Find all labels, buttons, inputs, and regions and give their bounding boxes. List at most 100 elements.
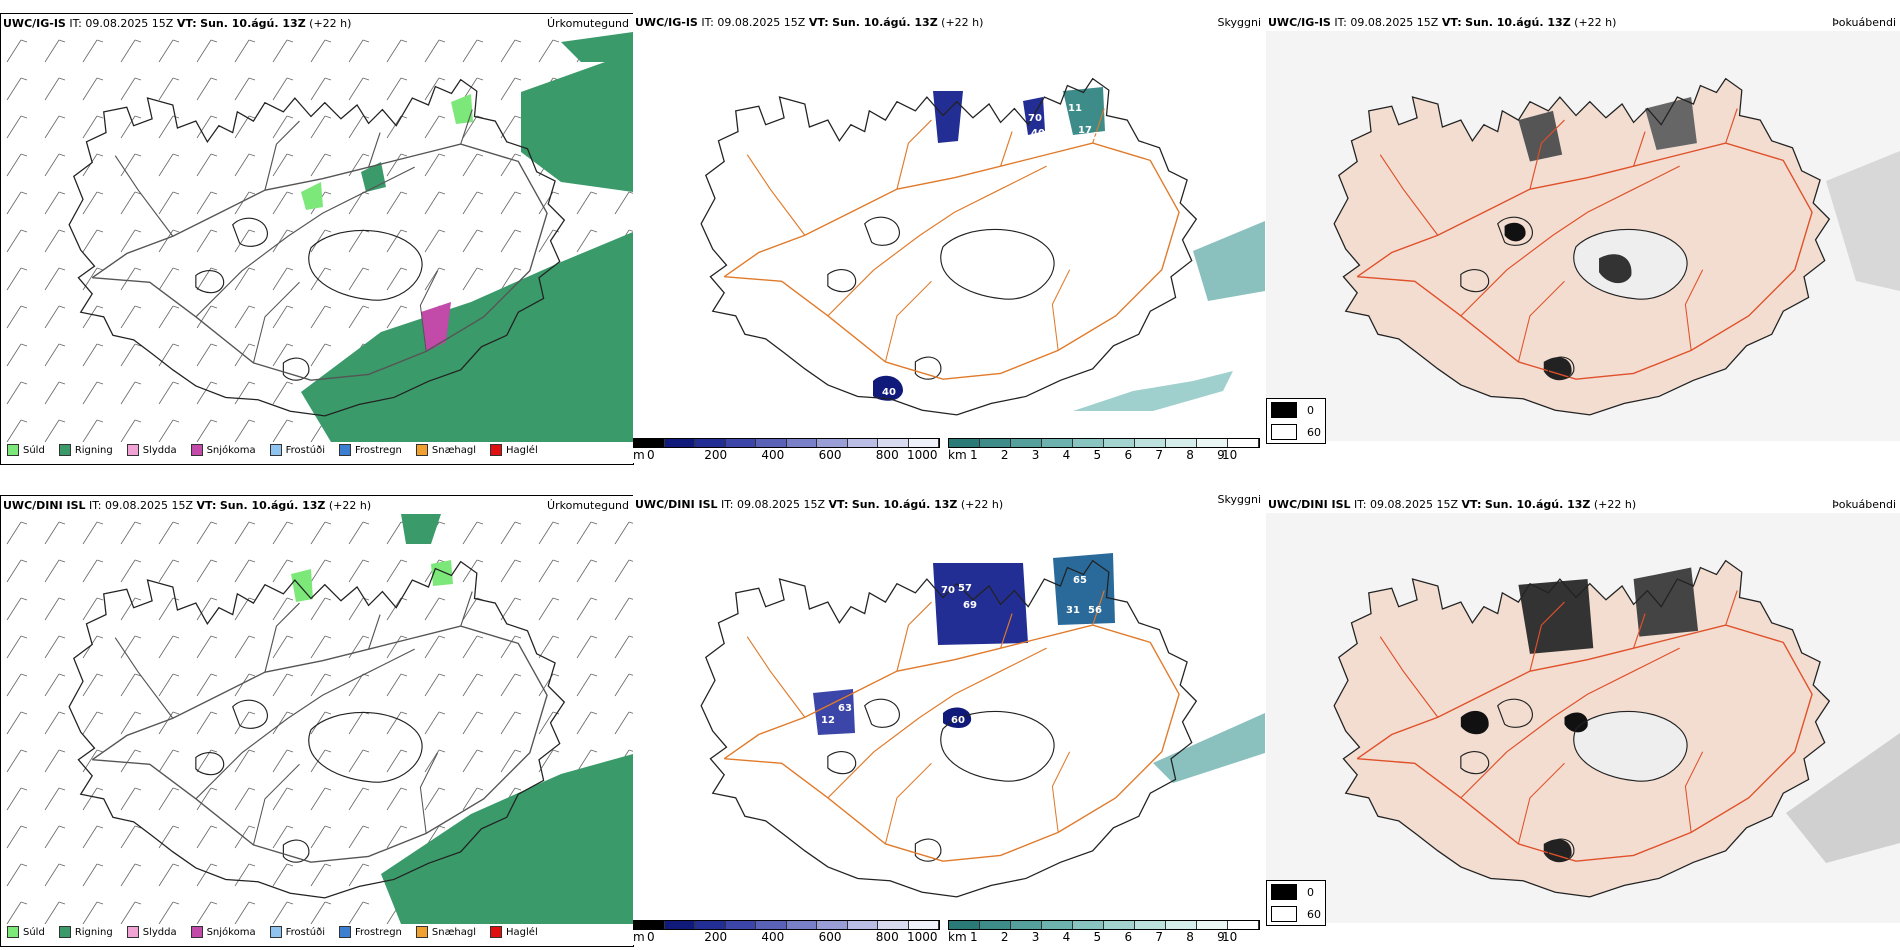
precip-type-panel-top: UWC/IG-IS IT: 09.08.2025 15Z VT: Sun. 10… [0,13,634,465]
legend-item: Frostúði [269,926,325,938]
legend-item: Snæhagl [415,444,476,456]
colorbar-unit: m [633,930,645,944]
fog-scale-legend: 0 60 [1266,398,1326,444]
legend-swatch [269,444,282,456]
colorbar-segment [1135,439,1166,447]
fog-scale-swatch [1271,884,1297,900]
colorbar-tick: 1 [970,930,978,944]
ceiling-panel-top: UWC/IG-IS IT: 09.08.2025 15Z VT: Sun. 10… [633,13,1265,463]
colorbar-tick: 0 [647,930,655,944]
fog-scale-row: 60 [1267,421,1325,443]
colorbar-segment [1166,921,1197,929]
fog-map [1266,31,1900,441]
colorbar-tick: 1000 [907,448,938,462]
colorbar-segment [664,439,695,447]
colorbar-segment [695,439,726,447]
colorbar-unit: km [948,448,967,462]
panel-title: UWC/DINI ISL IT: 09.08.2025 15Z VT: Sun.… [1268,498,1637,511]
legend-label: Haglél [506,444,538,456]
visibility-colorbar: km 1 2 3 4 5 6 7 8 9 10 [948,920,1265,945]
ceiling-value-label: 63 [838,703,852,714]
legend-swatch [190,926,203,938]
legend-item: Rigning [58,926,113,938]
colorbar-segment [1135,921,1166,929]
precip-map [1,514,633,924]
fog-scale-legend: 0 60 [1266,880,1326,926]
colorbar-segment [786,921,817,929]
colorbar-segment [725,921,756,929]
ceiling-value-label: 40 [882,387,896,398]
ceiling-value-label: 17 [1078,125,1092,136]
fog-scale-row: 60 [1267,903,1325,925]
colorbar-tick: 10 [1222,448,1238,462]
precip-legend: Súld Rigning Slydda Snjókoma Frostúði Frostre… [1,444,538,456]
legend-item: Snjókoma [190,444,256,456]
colorbar-segment [1228,439,1259,447]
fog-scale-label: 0 [1307,885,1314,899]
legend-label: Snæhagl [431,926,477,938]
colorbar-segment [847,439,878,447]
ceiling-value-label: 40 [1031,128,1045,139]
colorbar-tick: 600 [818,448,842,462]
legend-swatch [126,444,139,456]
legend-swatch [490,444,503,456]
colorbar-tick: 2 [1000,930,1009,944]
cloud-panel-label: Skyggni [1217,495,1261,506]
colorbar-tick: 7 [1155,930,1163,944]
legend-swatch [339,444,351,456]
legend-swatch [490,926,503,938]
fog-scale-row: 0 [1267,399,1325,421]
ceiling-value-label: 60 [951,715,965,726]
ceiling-panel-bottom: UWC/DINI ISL IT: 09.08.2025 15Z VT: Sun.… [633,495,1265,945]
colorbar-tick: 5 [1093,448,1102,462]
colorbar-segment [1197,921,1228,929]
legend-label: Haglél [506,926,538,938]
fog-scale-swatch [1271,906,1297,922]
colorbar-segment [980,439,1011,447]
legend-swatch [7,444,19,456]
legend-label: Frostregn [355,444,402,456]
colorbar-segment [878,921,909,929]
ceiling-map: 11 70 40 17 22 40 [633,31,1265,441]
colorbar-segment [817,921,848,929]
colorbar-segment [1197,439,1228,447]
ceiling-value-label: 65 [1073,575,1087,586]
panel-title: UWC/IG-IS IT: 09.08.2025 15Z VT: Sun. 10… [3,17,352,30]
legend-item: Snjókoma [190,926,256,938]
colorbar-segment [949,921,980,929]
legend-swatch [126,926,139,938]
colorbar-tick: 6 [1124,930,1133,944]
colorbar-segment [1228,921,1259,929]
panel-title: UWC/IG-IS IT: 09.08.2025 15Z VT: Sun. 10… [1268,16,1617,29]
colorbar-segment [1042,921,1073,929]
colorbar-segment [1104,439,1135,447]
ceiling-colorbar: m 0 200 400 600 800 1000 [633,920,953,945]
ceiling-value-label: 22 [1093,131,1107,142]
legend-swatch [339,926,351,938]
legend-label: Súld [23,444,45,456]
legend-item: Haglél [490,444,538,456]
ceiling-value-label: 70 [941,585,955,596]
colorbar-segment [664,921,695,929]
ceiling-value-label: 12 [821,715,835,726]
colorbar-segment [878,439,909,447]
colorbar-segment [634,921,665,929]
colorbar-segment [756,439,787,447]
precip-panel-label: Úrkomutegund [547,499,629,512]
legend-label: Súld [23,926,45,938]
fog-map [1266,513,1900,923]
colorbar-tick: 6 [1124,448,1133,462]
fog-scale-label: 60 [1307,425,1321,439]
visibility-colorbar: km 1 2 3 4 5 6 7 8 9 10 [948,438,1265,463]
legend-item: Haglél [490,926,538,938]
colorbar-segment [1011,439,1042,447]
colorbar-segment [1073,921,1104,929]
colorbar-segment [949,439,980,447]
legend-label: Frostúði [285,926,325,938]
legend-swatch [190,444,203,456]
ceiling-value-label: 69 [963,600,977,611]
colorbar-segment [908,439,939,447]
colorbar-tick: 0 [647,448,655,462]
colorbar-segment [1011,921,1042,929]
panel-title: UWC/IG-IS IT: 09.08.2025 15Z VT: Sun. 10… [635,16,984,29]
